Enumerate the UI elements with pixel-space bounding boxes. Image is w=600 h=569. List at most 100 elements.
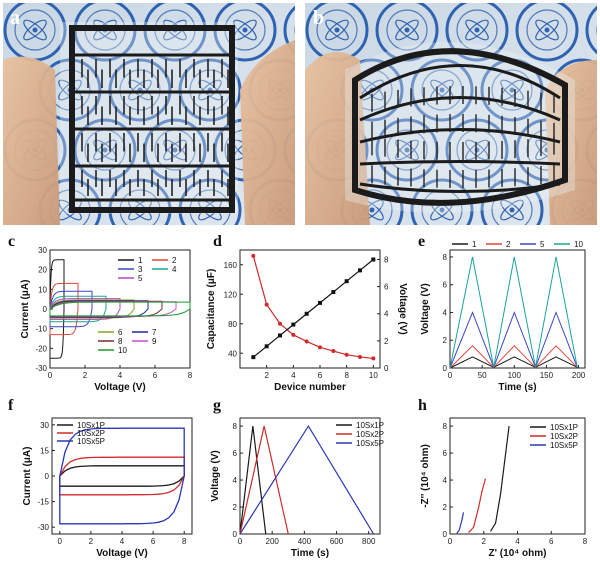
cv-curve-9 (49, 301, 177, 317)
chart-g: 0 200 400 600 800 0 2 4 6 8 Time (s) Voltage (V) 10S… (210, 417, 384, 559)
nyquist-line-10Sx5P (456, 512, 465, 534)
x-tick-label: 200 (266, 537, 280, 546)
legend-label: 10 (118, 346, 127, 355)
seal-orbit (465, 139, 489, 161)
y-tick-label: 2 (443, 503, 448, 512)
x-tick-label: 4 (120, 537, 125, 546)
seal-dot (439, 207, 445, 213)
x-tick-label: 0 (48, 371, 53, 380)
nyquist-line-10Sx2P (468, 478, 487, 534)
panel-label-c: c (8, 233, 15, 250)
y-tick-label: 0 (43, 305, 48, 314)
y-tick-label: 4 (443, 308, 448, 317)
seal-dot (509, 87, 515, 93)
y-tick-label: 120 (224, 290, 238, 299)
seal-ring (480, 178, 544, 225)
seal-dot (404, 27, 410, 33)
legend-label: 10Sx2P (356, 430, 384, 439)
y-tick-label: -20 (35, 344, 47, 353)
legend-label: 10Sx1P (77, 421, 105, 430)
y-axis-label: Voltage (V) (420, 283, 431, 334)
seal-orbit (233, 19, 257, 41)
capacitance-point (291, 332, 296, 337)
y-axis-label: Capacitance (μF) (206, 269, 217, 350)
seal-orbit (395, 19, 419, 41)
y-tick-label: 20 (38, 266, 47, 275)
legend-label: 5 (540, 240, 545, 249)
seal-orbit (500, 199, 524, 221)
seal-inner-ring (491, 69, 533, 111)
cv-curve-2 (49, 282, 79, 336)
x-tick-label: 0 (58, 537, 63, 546)
y-tick-label: -30 (35, 364, 47, 373)
x-tick-label: 8 (188, 371, 193, 380)
seal-orbit (23, 19, 47, 41)
panel-label-h: h (418, 397, 427, 414)
gcd-line-10Sx5P (239, 424, 375, 535)
x-tick-label: 600 (330, 537, 344, 546)
voltage-point (318, 300, 322, 305)
voltage-point (291, 322, 296, 327)
panel-label-b: b (313, 7, 324, 29)
seal-dot (509, 207, 515, 213)
gcd-line-2 (449, 345, 578, 369)
seal-ring (585, 5, 597, 55)
y2-tick-label: 2 (384, 337, 389, 346)
seal-orbit (198, 79, 222, 101)
legend-label: 6 (118, 328, 123, 337)
y-axis-label: -Z'' (10⁴ ohm) (420, 444, 431, 508)
panel-label-a: a (10, 7, 20, 29)
legend-label: 8 (118, 337, 123, 346)
capacitance-point (371, 356, 376, 361)
plot-frame (51, 417, 193, 535)
x-tick-label: 400 (298, 537, 312, 546)
seal-orbit (325, 19, 349, 41)
gcd-line-10Sx1P (239, 426, 267, 535)
y-tick-label: 6 (233, 449, 238, 458)
y-tick-label: 8 (233, 422, 238, 431)
capacitance-point (304, 339, 309, 344)
x-tick-label: 2 (482, 537, 487, 546)
legend-label: 1 (138, 256, 143, 265)
cv-curve-4 (49, 295, 107, 323)
y-tick-label: 4 (233, 476, 238, 485)
plot-frame (239, 417, 381, 535)
x-tick-label: 6 (153, 371, 158, 380)
y-axis-label: Current (μA) (20, 280, 31, 339)
legend-label: 5 (138, 274, 143, 283)
bus-line-bent (359, 182, 561, 193)
voltage-point (278, 333, 282, 338)
legend-label: 10Sx2P (550, 432, 578, 441)
y-tick-label: 0 (443, 364, 448, 373)
x-axis-label: Voltage (V) (94, 382, 145, 393)
y-tick-label: 30 (38, 246, 47, 255)
x-axis-label: Time (s) (498, 382, 536, 393)
photo-a (3, 3, 295, 225)
gcd-line-1 (449, 356, 578, 369)
y-tick-label: 30 (40, 421, 49, 430)
gcd-line-10 (449, 256, 578, 369)
legend-label: 4 (172, 265, 177, 274)
capacitance-point (278, 321, 282, 326)
device-array-b (352, 48, 568, 206)
legend-label: 9 (152, 337, 157, 346)
x-tick-label: 100 (508, 371, 522, 380)
capacitance-point (344, 352, 349, 357)
seal-orbit (500, 199, 524, 221)
voltage-point (358, 268, 362, 273)
capacitance-point (251, 253, 256, 258)
seal-ring (108, 58, 172, 122)
x-tick-label: 4 (515, 537, 520, 546)
seal-ring (515, 3, 579, 62)
seal-orbit (395, 19, 419, 41)
y2-tick-label: 6 (384, 283, 389, 292)
y-tick-label: -30 (37, 523, 49, 532)
seal-dot (102, 147, 108, 153)
seal-orbit (395, 139, 419, 161)
seal-orbit (128, 79, 152, 101)
legend-label: 1 (472, 240, 477, 249)
legend-label: 10Sx5P (356, 439, 384, 448)
bus-line-bent (359, 64, 561, 100)
